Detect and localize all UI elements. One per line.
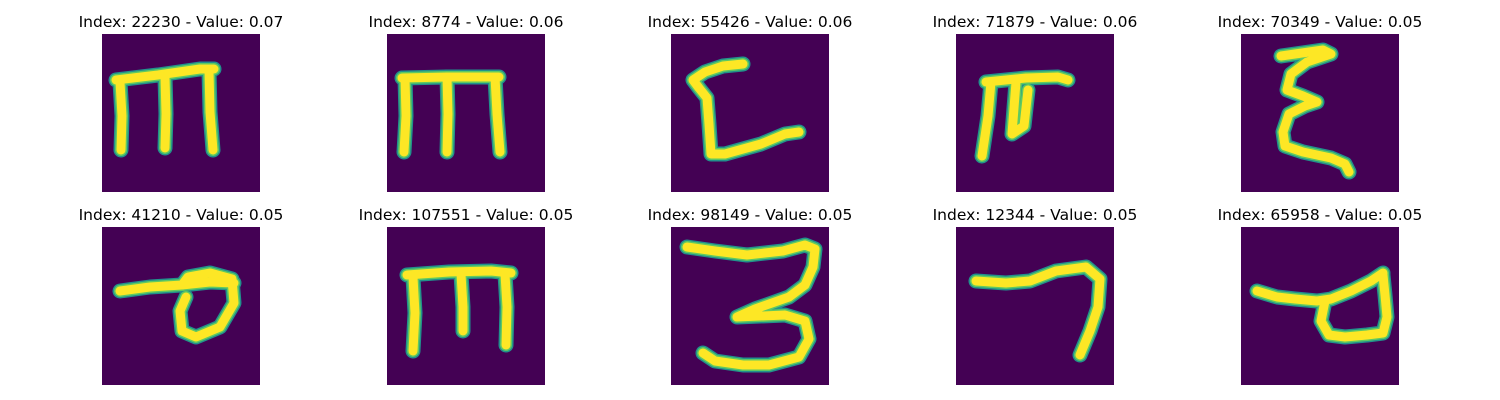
glyph-stroke xyxy=(399,73,411,157)
image-background xyxy=(956,227,1114,385)
panel-title: Index: 70349 - Value: 0.05 xyxy=(1217,13,1423,31)
panel-title: Index: 65958 - Value: 0.05 xyxy=(1217,206,1423,224)
glyph-stroke xyxy=(981,72,1073,87)
image-panel: Index: 65958 - Value: 0.05 xyxy=(1218,205,1422,395)
glyph-stroke xyxy=(1007,77,1033,139)
glyph-stroke xyxy=(490,72,505,157)
panel-title: Index: 55426 - Value: 0.06 xyxy=(647,13,853,31)
glyph-stroke xyxy=(204,66,218,155)
character-image xyxy=(1241,227,1399,385)
image-panel: Index: 22230 - Value: 0.07 xyxy=(79,12,283,202)
glyph-stroke xyxy=(175,268,239,342)
image-panel: Index: 107551 - Value: 0.05 xyxy=(359,205,573,395)
glyph-stroke xyxy=(442,72,453,157)
glyph-stroke xyxy=(500,269,512,350)
character-image xyxy=(671,227,829,385)
character-image xyxy=(102,34,260,192)
panel-title: Index: 41210 - Value: 0.05 xyxy=(78,206,284,224)
image-panel: Index: 12344 - Value: 0.05 xyxy=(933,205,1137,395)
glyph-stroke xyxy=(1316,270,1392,342)
image-panel: Index: 70349 - Value: 0.05 xyxy=(1218,12,1422,202)
glyph-stroke xyxy=(688,59,804,159)
image-panel: Index: 8774 - Value: 0.06 xyxy=(369,12,563,202)
glyph-stroke xyxy=(971,262,1105,360)
panel-title: Index: 107551 - Value: 0.05 xyxy=(358,206,574,224)
character-image xyxy=(1241,34,1399,192)
image-panel: Index: 41210 - Value: 0.05 xyxy=(79,205,283,395)
glyph-stroke xyxy=(456,269,468,336)
character-image xyxy=(671,34,829,192)
image-panel: Index: 98149 - Value: 0.05 xyxy=(648,205,852,395)
character-image xyxy=(387,227,545,385)
character-image xyxy=(102,227,260,385)
character-image xyxy=(387,34,545,192)
glyph-stroke xyxy=(977,77,996,161)
panel-title: Index: 8774 - Value: 0.06 xyxy=(368,13,564,31)
panel-title: Index: 98149 - Value: 0.05 xyxy=(647,206,853,224)
panel-title: Index: 71879 - Value: 0.06 xyxy=(932,13,1138,31)
image-panel: Index: 71879 - Value: 0.06 xyxy=(933,12,1137,202)
panel-title: Index: 22230 - Value: 0.07 xyxy=(78,13,284,31)
character-image xyxy=(956,227,1114,385)
glyph-stroke xyxy=(408,272,420,356)
glyph-stroke xyxy=(115,77,127,155)
glyph-stroke xyxy=(1276,45,1354,177)
glyph-stroke xyxy=(682,240,820,370)
image-panel: Index: 55426 - Value: 0.06 xyxy=(648,12,852,202)
panel-title: Index: 12344 - Value: 0.05 xyxy=(932,206,1138,224)
image-background xyxy=(956,34,1114,192)
image-background xyxy=(671,34,829,192)
glyph-stroke xyxy=(160,72,171,153)
character-image xyxy=(956,34,1114,192)
